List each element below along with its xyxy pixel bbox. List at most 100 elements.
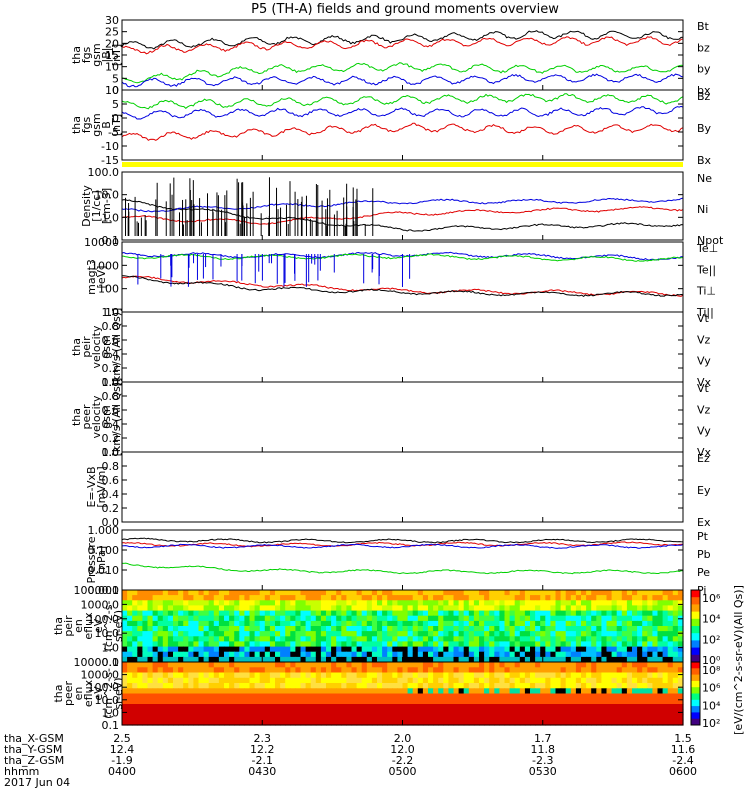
spectrogram-cell <box>407 646 414 653</box>
spectrogram-cell <box>667 646 674 653</box>
spectrogram-cell <box>621 677 628 684</box>
spectrogram-cell <box>601 646 608 653</box>
spectrogram-cell <box>239 714 245 721</box>
spectrogram-cell <box>142 714 149 721</box>
spectrogram-cell <box>254 620 261 627</box>
spectrogram-cell <box>479 719 485 726</box>
spectrogram-cell <box>412 677 419 684</box>
spectrogram-cell <box>647 656 653 663</box>
spectrogram-cell <box>611 667 618 674</box>
spectrogram-cell <box>326 620 332 627</box>
spectrogram-cell <box>397 693 404 700</box>
spectrogram-cell <box>657 662 664 668</box>
spectrogram-cell <box>443 615 449 622</box>
spectrogram-cell <box>320 615 327 622</box>
spectrogram-cell <box>402 693 409 700</box>
spectrogram-cell <box>667 641 674 648</box>
spectrogram-cell <box>479 672 485 679</box>
spectrogram-cell <box>315 605 322 612</box>
spectrogram-cell <box>468 698 475 705</box>
spectrogram-cell <box>581 610 587 617</box>
spectrogram-cell <box>122 698 128 705</box>
spectrogram-cell <box>626 656 633 663</box>
spectrogram-cell <box>494 610 500 617</box>
spectrogram-cell <box>305 672 312 679</box>
spectrogram-cell <box>652 688 659 695</box>
spectrogram-cell <box>473 677 480 684</box>
spectrogram-cell <box>392 693 398 700</box>
spectrogram-cell <box>524 610 531 617</box>
ytick-label: 0.100 <box>88 544 120 557</box>
panel-frame <box>121 451 684 523</box>
ylabel-peir_spec: en <box>72 619 85 633</box>
spectrogram-cell <box>417 672 424 679</box>
spectrogram-cell <box>132 683 138 689</box>
spectrogram-cell <box>565 631 572 637</box>
spectrogram-cell <box>331 615 337 622</box>
spectrogram-cell <box>208 605 215 612</box>
spectrogram-cell <box>596 590 602 596</box>
spectrogram-cell <box>142 704 149 710</box>
spectrogram-cell <box>524 709 531 716</box>
spectrogram-cell <box>259 626 266 632</box>
spectrogram-cell <box>137 688 143 695</box>
spectrogram-cell <box>494 693 500 700</box>
spectrogram-cell <box>142 600 149 606</box>
spectrogram-cell <box>244 672 251 679</box>
spectrogram-cell <box>458 641 465 648</box>
spectrogram-cell <box>555 590 562 596</box>
spectrogram-cell <box>162 698 169 705</box>
spectrogram-cell <box>320 646 327 653</box>
spectrogram-cell <box>275 636 281 642</box>
spectrogram-cell <box>611 719 618 726</box>
spectrogram-cell <box>305 600 312 606</box>
spectrogram-cell <box>244 704 251 710</box>
spectrogram-cell <box>662 651 669 658</box>
spectrogram-cell <box>458 714 465 721</box>
spectrogram-cell <box>285 626 291 632</box>
spectrogram-cell <box>509 605 516 612</box>
spectrogram-cell <box>122 677 128 684</box>
spectrogram-cell <box>524 677 531 684</box>
spectrogram-cell <box>463 714 470 721</box>
spectrogram-cell <box>407 667 414 674</box>
ylabel-fgs_comp: B <box>100 121 113 129</box>
spectrogram-cell <box>479 620 485 627</box>
spectrogram-cell <box>611 704 618 710</box>
spectrogram-cell <box>157 626 164 632</box>
legend-Ey: Ey <box>697 484 711 497</box>
spectrogram-cell <box>290 677 296 684</box>
spectrogram-cell <box>198 662 205 668</box>
spectrogram-cell <box>142 698 149 705</box>
spectrogram-cell <box>326 667 332 674</box>
spectrogram-cell <box>458 709 465 716</box>
spectrogram-cell <box>596 620 602 627</box>
ylabel-peer_spec: (cm^2-s- <box>102 668 115 719</box>
spectrogram-cell <box>672 693 679 700</box>
spectrogram-cell <box>473 610 480 617</box>
spectrogram-cell <box>667 688 674 695</box>
spectrogram-cell <box>264 709 271 716</box>
spectrogram-cell <box>382 704 388 710</box>
spectrogram-cell <box>336 651 342 658</box>
spectrogram-cell <box>637 600 643 606</box>
spectrogram-cell <box>285 646 291 653</box>
ytick-label: 1.0 <box>102 306 120 319</box>
spectrogram-cell <box>147 677 154 684</box>
spectrogram-cell <box>310 605 317 612</box>
spectrogram-cell <box>305 605 312 612</box>
spectrogram-cell <box>616 667 623 674</box>
spectrogram-cell <box>152 615 159 622</box>
spectrogram-cell <box>504 672 511 679</box>
spectrogram-cell <box>224 672 230 679</box>
spectrogram-cell <box>127 683 133 689</box>
spectrogram-cell <box>428 641 434 648</box>
spectrogram-cell <box>433 590 439 596</box>
spectrogram-cell <box>642 636 648 642</box>
spectrogram-cell <box>509 610 516 617</box>
spectrogram-cell <box>234 615 240 622</box>
spectrogram-cell <box>428 667 434 674</box>
row-label: tha_Z-GSM <box>4 754 64 767</box>
spectrogram-cell <box>626 683 633 689</box>
spectrogram-cell <box>652 704 659 710</box>
